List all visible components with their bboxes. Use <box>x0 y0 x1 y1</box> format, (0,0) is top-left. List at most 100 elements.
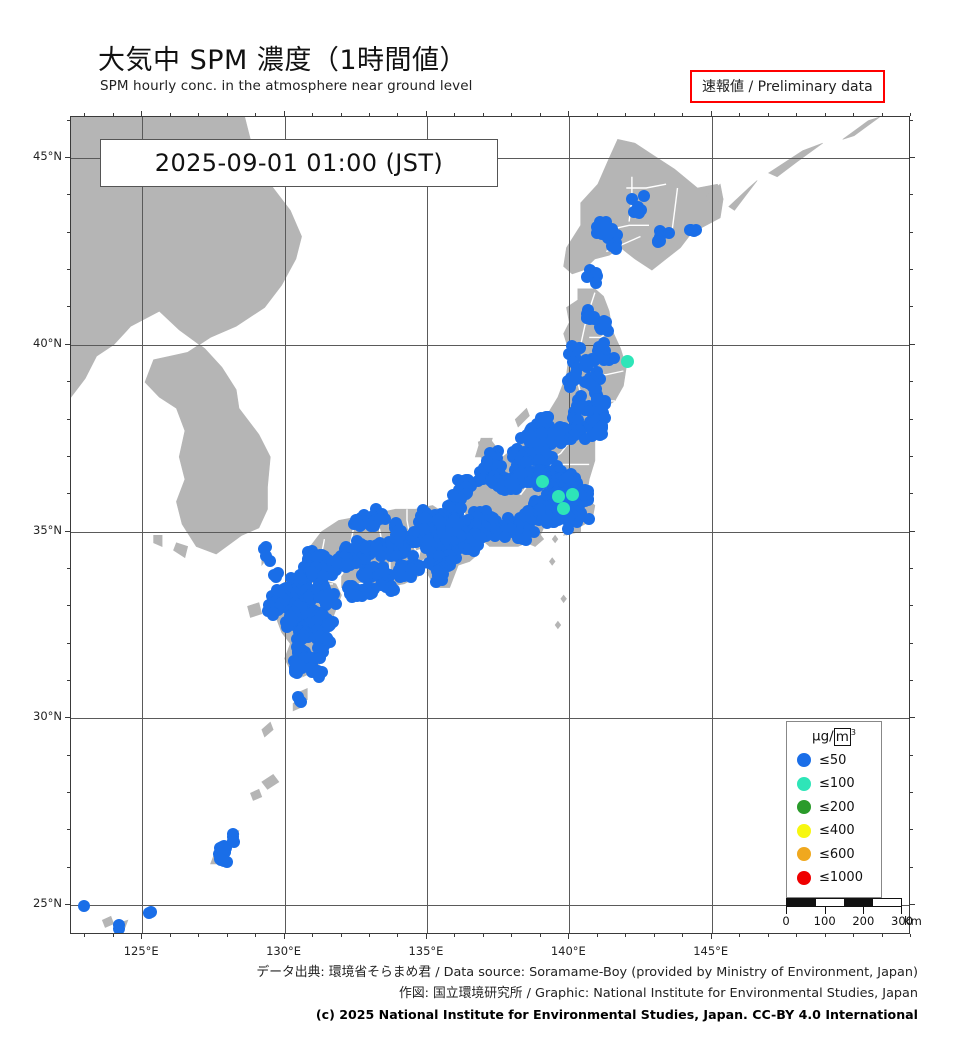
station-point <box>431 514 444 527</box>
axis-tick <box>141 111 143 116</box>
axis-minor-tick <box>910 866 913 868</box>
axis-minor-tick <box>796 934 798 937</box>
station-point <box>485 474 498 487</box>
land-polygon <box>514 407 530 428</box>
station-point <box>532 454 545 467</box>
legend-swatch-icon <box>797 823 811 838</box>
axis-minor-tick <box>910 754 913 756</box>
axis-minor-tick <box>312 113 314 116</box>
scale-bar-tick <box>786 907 787 914</box>
axis-minor-tick <box>454 934 456 937</box>
axis-minor-tick <box>312 934 314 937</box>
axis-minor-tick <box>198 934 200 937</box>
footer-line-graphic: 作図: 国立環境研究所 / Graphic: National Institut… <box>399 986 918 1001</box>
axis-minor-tick <box>853 934 855 937</box>
timestamp-label: 2025-09-01 01:00 (JST) <box>154 149 444 177</box>
axis-minor-tick <box>910 269 913 271</box>
legend-unit-exponent: 3 <box>850 728 856 737</box>
axis-minor-tick <box>67 642 70 644</box>
map-plot-area[interactable] <box>70 116 910 934</box>
station-point <box>313 651 326 664</box>
land-polygon <box>261 721 274 738</box>
station-point <box>419 511 432 524</box>
axis-minor-tick <box>67 605 70 607</box>
station-point <box>571 414 584 427</box>
scale-bar-segment <box>815 899 844 906</box>
axis-tick <box>568 111 570 116</box>
land-polygon <box>173 542 189 559</box>
legend-unit-prefix: μg/ <box>812 728 834 745</box>
legend-item[interactable]: ≤400 <box>793 819 875 843</box>
axis-tick <box>65 904 70 906</box>
land-polygon <box>250 788 263 801</box>
axis-minor-tick <box>653 113 655 116</box>
legend-item[interactable]: ≤1000 <box>793 866 875 890</box>
station-point <box>431 564 444 577</box>
axis-minor-tick <box>739 934 741 937</box>
axis-minor-tick <box>596 113 598 116</box>
footer-line-source: データ出典: 環境省そらまめ君 / Data source: Soramame-… <box>256 965 918 980</box>
axis-tick <box>910 530 915 532</box>
axis-minor-tick <box>67 455 70 457</box>
axis-minor-tick <box>625 934 627 937</box>
land-polygon <box>153 534 163 547</box>
station-point <box>532 464 545 477</box>
gridline-lat <box>71 344 909 346</box>
longitude-tick-label: 140°E <box>550 944 586 958</box>
legend-item[interactable]: ≤100 <box>793 772 875 796</box>
land-polygon <box>705 183 724 208</box>
axis-minor-tick <box>824 934 826 937</box>
legend-item[interactable]: ≤50 <box>793 749 875 773</box>
longitude-tick-label: 130°E <box>266 944 302 958</box>
longitude-tick-label: 145°E <box>693 944 729 958</box>
scale-bar-segment <box>787 899 816 906</box>
axis-minor-tick <box>910 119 913 121</box>
axis-minor-tick <box>682 934 684 937</box>
scale-bar-segment <box>844 899 873 906</box>
legend-item[interactable]: ≤600 <box>793 843 875 867</box>
axis-minor-tick <box>482 113 484 116</box>
axis-minor-tick <box>397 113 399 116</box>
station-point <box>593 215 606 228</box>
station-point <box>589 276 602 289</box>
station-point <box>594 421 607 434</box>
axis-minor-tick <box>67 231 70 233</box>
station-point <box>515 466 528 479</box>
gridline-lon <box>142 117 144 933</box>
axis-minor-tick <box>67 792 70 794</box>
preliminary-data-badge: 速報値 / Preliminary data <box>690 70 885 103</box>
axis-minor-tick <box>226 934 228 937</box>
station-point <box>258 542 270 555</box>
station-point <box>637 190 650 203</box>
axis-minor-tick <box>112 934 114 937</box>
axis-minor-tick <box>67 493 70 495</box>
legend-item[interactable]: ≤200 <box>793 796 875 820</box>
station-point <box>584 378 597 391</box>
legend-unit-m: m <box>833 727 851 746</box>
station-point <box>421 533 434 546</box>
legend-item-label: ≤400 <box>819 823 855 839</box>
axis-minor-tick <box>226 113 228 116</box>
legend-item-label: ≤50 <box>819 752 847 768</box>
station-point <box>625 193 638 206</box>
latitude-tick-label: 35°N <box>33 522 62 537</box>
station-point <box>688 224 701 237</box>
land-polygon <box>261 773 280 790</box>
station-point <box>591 393 604 406</box>
station-point <box>519 456 532 469</box>
axis-minor-tick <box>169 934 171 937</box>
station-point <box>283 609 296 622</box>
axis-minor-tick <box>853 113 855 116</box>
station-point <box>378 564 390 577</box>
page-subtitle: SPM hourly conc. in the atmosphere near … <box>100 78 473 94</box>
axis-tick <box>425 111 427 116</box>
axis-minor-tick <box>112 113 114 116</box>
axis-minor-tick <box>67 866 70 868</box>
station-point <box>290 641 303 654</box>
station-point <box>446 489 459 502</box>
axis-minor-tick <box>539 934 541 937</box>
axis-minor-tick <box>767 113 769 116</box>
axis-minor-tick <box>910 418 913 420</box>
axis-minor-tick <box>340 113 342 116</box>
scale-bar-tick <box>863 907 865 914</box>
